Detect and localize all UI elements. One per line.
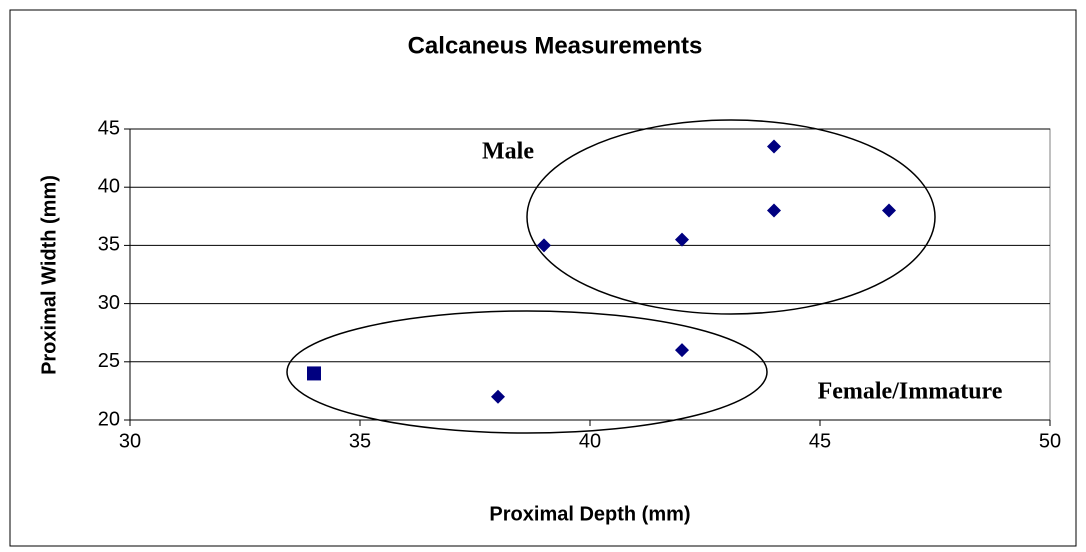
plot-area: 20 25 30 35 40 45 30 35 40 45 50 (98, 117, 1061, 452)
point (767, 139, 781, 154)
x-tick-label: 45 (809, 430, 831, 452)
point (491, 389, 505, 404)
x-tick-label: 30 (119, 430, 141, 452)
point (767, 203, 781, 218)
female-ellipse (286, 310, 768, 434)
x-tick-label: 40 (579, 430, 601, 452)
chart-title: Calcaneus Measurements (408, 32, 703, 59)
y-tick-label: 20 (98, 408, 120, 430)
x-tick-label: 50 (1039, 430, 1061, 452)
point (537, 238, 551, 253)
y-axis-label: Proximal Width (mm) (38, 175, 60, 375)
x-axis-label: Proximal Depth (mm) (489, 503, 690, 525)
y-tick-label: 35 (98, 234, 120, 256)
point (882, 203, 896, 218)
point (675, 232, 689, 247)
point (675, 343, 689, 358)
x-tick-label: 35 (349, 430, 371, 452)
y-tick-label: 45 (98, 117, 120, 139)
annotation: Female/Immature (818, 379, 1003, 405)
point (307, 366, 321, 381)
male-ellipse (526, 119, 936, 315)
y-tick-label: 30 (98, 292, 120, 314)
y-tick-label: 25 (98, 350, 120, 372)
annotation: Male (482, 139, 534, 165)
y-tick-label: 40 (98, 175, 120, 197)
